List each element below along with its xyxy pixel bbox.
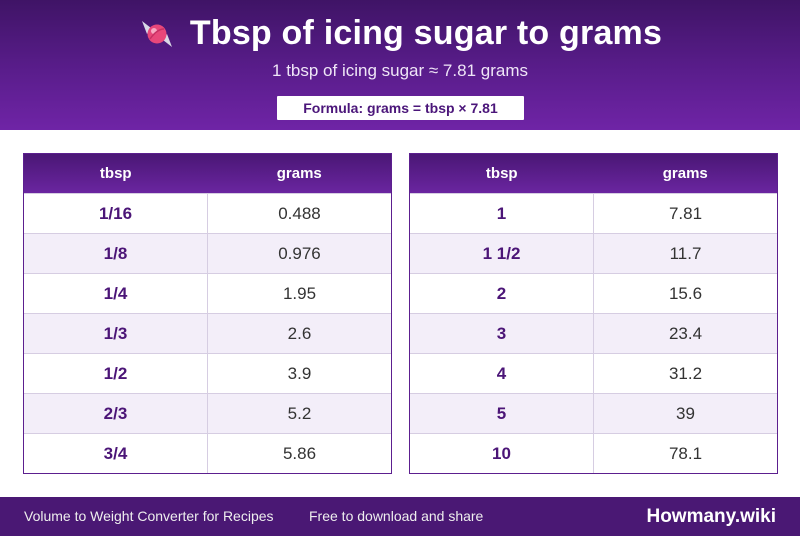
footer: Volume to Weight Converter for Recipes F… <box>0 497 800 536</box>
table-row: 1 7.81 <box>410 193 777 233</box>
table-row: 5 39 <box>410 393 777 433</box>
grams-cell: 1.95 <box>282 284 317 303</box>
table-row: 4 31.2 <box>410 353 777 393</box>
grams-cell: 78.1 <box>668 444 703 463</box>
grams-cell: 31.2 <box>668 364 703 383</box>
subtitle: 1 tbsp of icing sugar ≈ 7.81 grams <box>272 61 528 80</box>
grams-cell: 39 <box>676 404 695 423</box>
column-header-grams: grams <box>662 165 708 182</box>
tbsp-cell: 5 <box>410 394 594 433</box>
grams-cell: 15.6 <box>668 284 703 303</box>
column-header-tbsp: tbsp <box>485 165 518 182</box>
table-row: 10 78.1 <box>410 433 777 473</box>
tbsp-cell: 1/4 <box>24 274 208 313</box>
grams-cell: 7.81 <box>668 204 703 223</box>
table-header: tbsp grams <box>410 154 777 193</box>
tbsp-cell: 1 <box>410 194 594 233</box>
tbsp-cell: 1/16 <box>24 194 208 233</box>
page-title: Tbsp of icing sugar to grams <box>189 14 663 52</box>
tbsp-cell: 1/2 <box>24 354 208 393</box>
grams-cell: 23.4 <box>668 324 703 343</box>
tbsp-cell: 4 <box>410 354 594 393</box>
column-header-tbsp: tbsp <box>99 165 132 182</box>
conversion-table-left: tbsp grams 1/16 0.488 1/8 0.976 1/4 1.95… <box>23 153 392 474</box>
conversion-table-right: tbsp grams 1 7.81 1 1/2 11.7 2 15.6 3 23… <box>409 153 778 474</box>
grams-cell: 2.6 <box>287 324 312 343</box>
candy-icon <box>138 15 176 53</box>
table-row: 1 1/2 11.7 <box>410 233 777 273</box>
table-row: 1/2 3.9 <box>24 353 391 393</box>
tbsp-cell: 1/8 <box>24 234 208 273</box>
table-row: 1/3 2.6 <box>24 313 391 353</box>
table-row: 3 23.4 <box>410 313 777 353</box>
grams-cell: 11.7 <box>669 244 702 263</box>
tbsp-cell: 3 <box>410 314 594 353</box>
column-header-grams: grams <box>276 165 322 182</box>
tbsp-cell: 10 <box>410 434 594 473</box>
grams-cell: 0.488 <box>278 204 321 223</box>
tbsp-cell: 1/3 <box>24 314 208 353</box>
brand-logo[interactable]: Howmany.wiki <box>646 506 776 527</box>
tbsp-cell: 2 <box>410 274 594 313</box>
tbsp-cell: 1 1/2 <box>410 234 594 273</box>
header: Tbsp of icing sugar to grams 1 tbsp of i… <box>0 0 800 130</box>
grams-cell: 0.976 <box>278 244 321 263</box>
table-row: 1/8 0.976 <box>24 233 391 273</box>
tbsp-cell: 2/3 <box>24 394 208 433</box>
table-header: tbsp grams <box>24 154 391 193</box>
table-row: 2 15.6 <box>410 273 777 313</box>
grams-cell: 5.86 <box>282 444 317 463</box>
table-row: 1/4 1.95 <box>24 273 391 313</box>
table-row: 2/3 5.2 <box>24 393 391 433</box>
formula-badge: Formula: grams = tbsp × 7.81 <box>277 96 524 120</box>
footer-tagline: Volume to Weight Converter for Recipes <box>24 508 274 524</box>
grams-cell: 3.9 <box>287 364 312 383</box>
grams-cell: 5.2 <box>287 404 312 423</box>
table-row: 3/4 5.86 <box>24 433 391 473</box>
footer-share-note: Free to download and share <box>309 508 484 524</box>
title-row: Tbsp of icing sugar to grams <box>0 14 800 53</box>
table-row: 1/16 0.488 <box>24 193 391 233</box>
tbsp-cell: 3/4 <box>24 434 208 473</box>
